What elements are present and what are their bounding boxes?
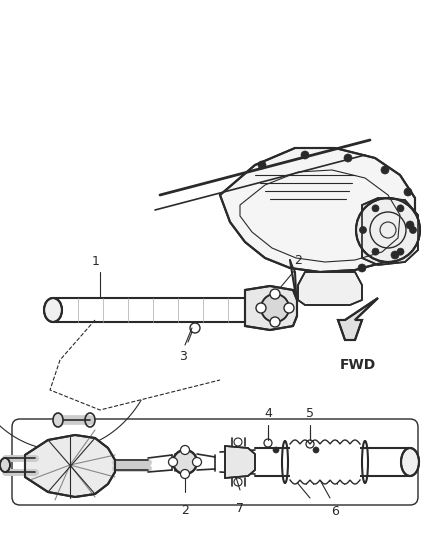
Circle shape [256, 303, 266, 313]
Text: 1: 1 [92, 255, 100, 268]
Polygon shape [245, 286, 297, 330]
Circle shape [180, 470, 190, 479]
Circle shape [410, 227, 417, 233]
Text: 5: 5 [306, 407, 314, 420]
Circle shape [372, 205, 379, 212]
Circle shape [273, 447, 279, 453]
Text: FWD: FWD [340, 358, 376, 372]
Polygon shape [225, 446, 255, 478]
Circle shape [397, 248, 404, 255]
Circle shape [169, 457, 177, 466]
Circle shape [192, 457, 201, 466]
Circle shape [397, 205, 404, 212]
Circle shape [301, 151, 309, 159]
Text: 7: 7 [236, 502, 244, 515]
Polygon shape [298, 272, 362, 305]
Ellipse shape [0, 458, 10, 472]
Ellipse shape [44, 298, 62, 322]
Circle shape [406, 221, 414, 229]
Text: 4: 4 [264, 407, 272, 420]
Circle shape [180, 446, 190, 455]
Circle shape [261, 294, 289, 322]
Text: 6: 6 [331, 505, 339, 518]
Ellipse shape [53, 413, 63, 427]
Circle shape [360, 227, 367, 233]
Circle shape [313, 447, 319, 453]
Polygon shape [362, 198, 418, 265]
Circle shape [391, 251, 399, 259]
Circle shape [372, 248, 379, 255]
Circle shape [344, 154, 352, 162]
Polygon shape [290, 440, 360, 484]
Polygon shape [25, 435, 115, 497]
Circle shape [284, 303, 294, 313]
Ellipse shape [401, 448, 419, 476]
Circle shape [270, 289, 280, 299]
Circle shape [381, 166, 389, 174]
Circle shape [358, 264, 366, 272]
Circle shape [270, 317, 280, 327]
Text: 3: 3 [179, 350, 187, 363]
Polygon shape [220, 148, 415, 272]
Circle shape [356, 198, 420, 262]
Text: 2: 2 [181, 504, 189, 517]
Circle shape [173, 450, 197, 474]
Text: 2: 2 [294, 254, 302, 267]
Polygon shape [338, 298, 378, 340]
Circle shape [404, 188, 412, 196]
Circle shape [258, 161, 266, 169]
